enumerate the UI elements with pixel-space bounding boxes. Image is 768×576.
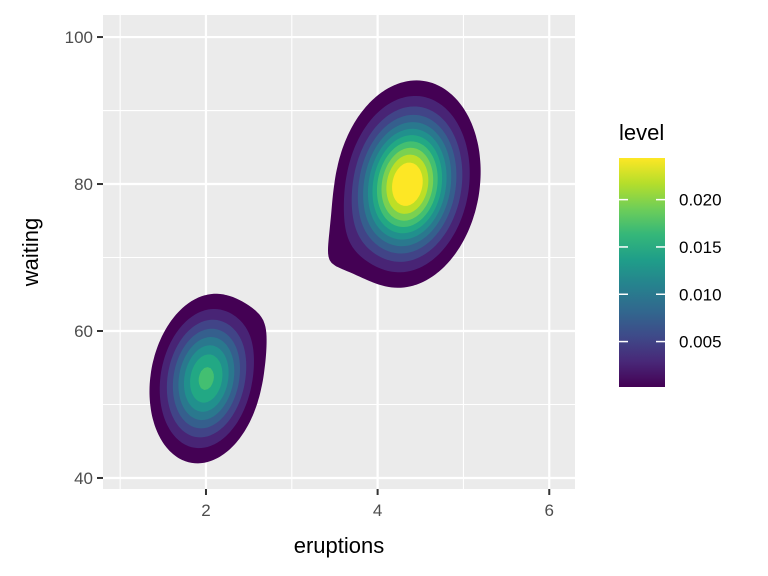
density-contours	[149, 80, 481, 464]
legend-colorbar	[619, 158, 665, 387]
x-tick-label: 2	[201, 501, 210, 520]
y-tick-label: 60	[74, 322, 93, 341]
y-tick-label: 100	[65, 28, 93, 47]
y-tick-label: 80	[74, 175, 93, 194]
y-axis: 40 60 80 100	[65, 28, 103, 488]
legend-ticks: 0.005 0.010 0.015 0.020	[619, 191, 722, 352]
legend-title: level	[619, 120, 664, 145]
y-axis-title: waiting	[18, 218, 43, 287]
y-tick-label: 40	[74, 469, 93, 488]
legend-tick-label: 0.015	[679, 238, 722, 257]
x-axis-title: eruptions	[294, 533, 385, 558]
legend: level 0.005 0.010 0.015 0.020	[619, 120, 722, 387]
x-tick-label: 6	[545, 501, 554, 520]
legend-tick-label: 0.020	[679, 191, 722, 210]
contour-band-11	[392, 162, 423, 206]
legend-tick-label: 0.005	[679, 333, 722, 352]
x-tick-label: 4	[373, 501, 382, 520]
x-axis: 2 4 6	[201, 489, 554, 520]
legend-tick-label: 0.010	[679, 285, 722, 304]
